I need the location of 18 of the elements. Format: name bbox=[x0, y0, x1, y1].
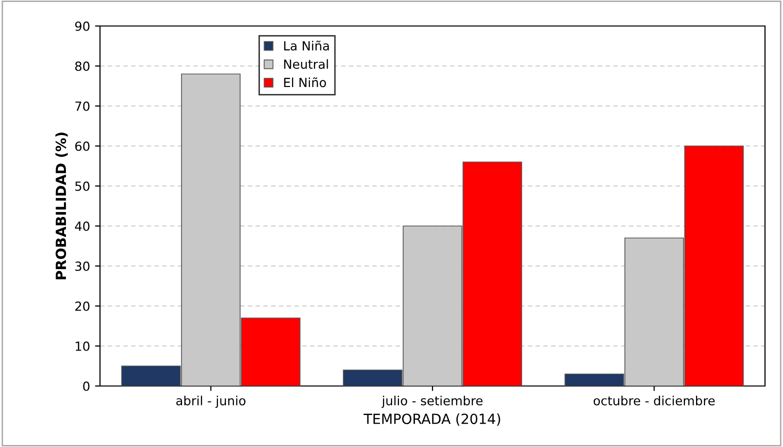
x-tick-label: abril - junio bbox=[176, 396, 246, 408]
y-tick-label: 70 bbox=[75, 101, 90, 111]
legend-label: El Niño bbox=[284, 77, 326, 88]
y-tick-label: 50 bbox=[75, 181, 90, 191]
y-tick-label: 90 bbox=[75, 21, 90, 31]
y-tick-label: 30 bbox=[75, 261, 90, 271]
legend-label: La Niña bbox=[284, 40, 329, 51]
y-tick-label: 10 bbox=[76, 341, 90, 351]
y-tick-label: 40 bbox=[74, 221, 90, 231]
y-tick-label: 20 bbox=[75, 301, 90, 311]
x-axis-title: TEMPORADA (2014) bbox=[364, 413, 500, 426]
y-tick-label: 60 bbox=[75, 141, 90, 151]
x-tick-label: octubre - diciembre bbox=[594, 396, 715, 406]
y-tick-label: 0 bbox=[83, 381, 90, 391]
x-tick-label: julio - setiembre bbox=[382, 396, 483, 408]
legend-label: Neutral bbox=[284, 59, 328, 69]
y-axis-title: PROBABILIDAD (%) bbox=[55, 132, 68, 280]
y-tick-label: 80 bbox=[75, 61, 90, 71]
